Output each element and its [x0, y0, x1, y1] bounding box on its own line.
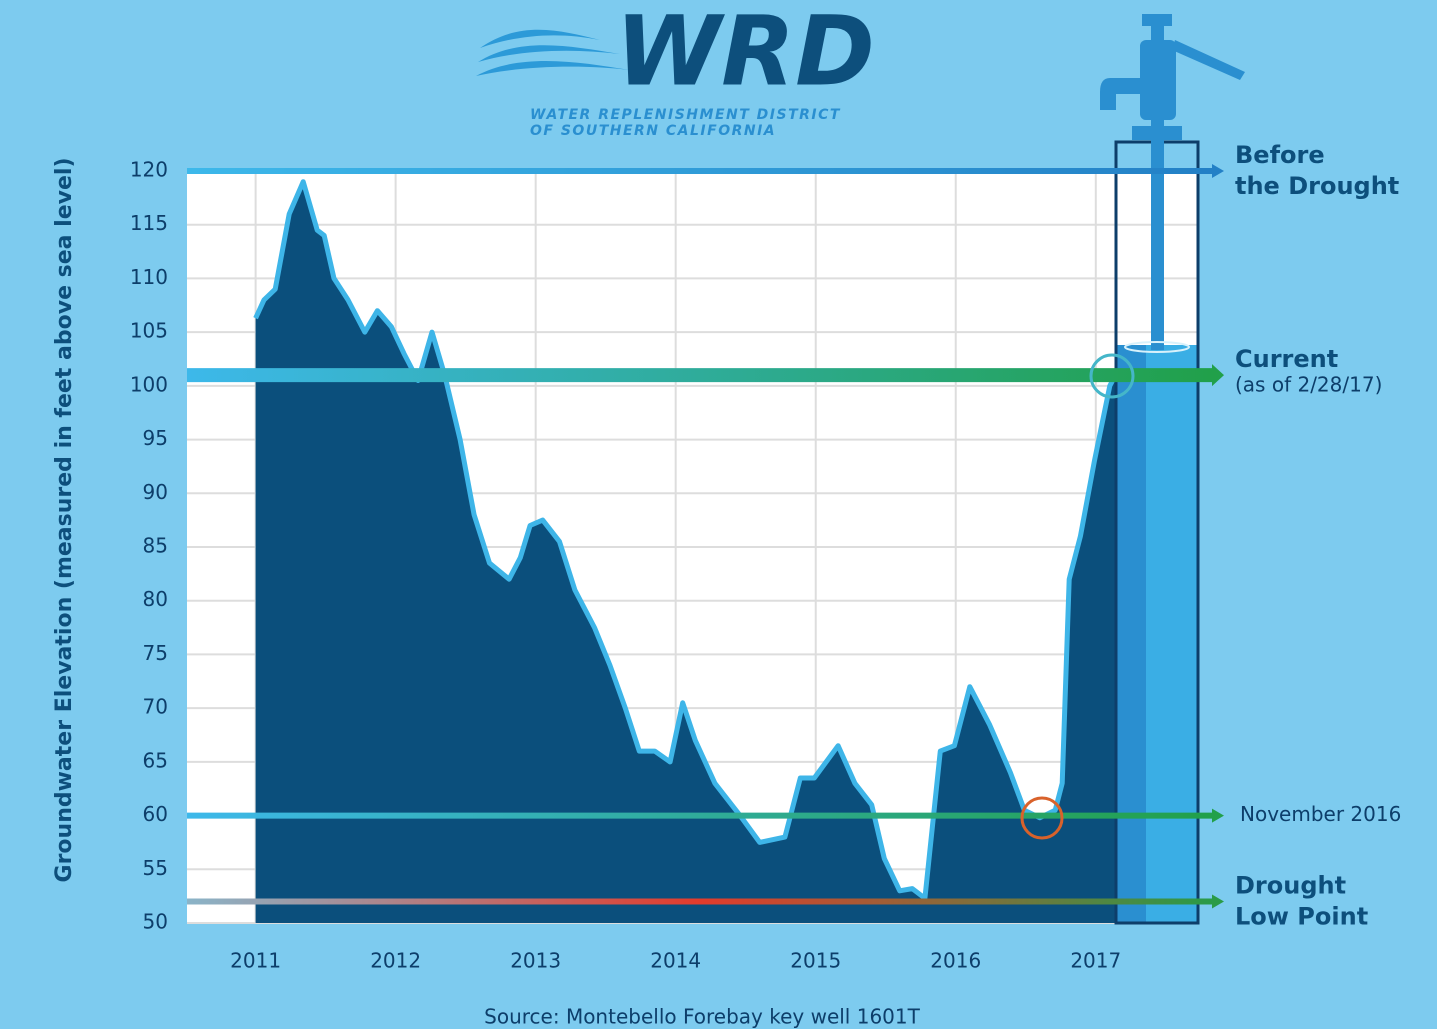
reference-note: (as of 2/28/17) — [1235, 373, 1382, 397]
reference-note: November 2016 — [1240, 802, 1401, 826]
logo-line: OF SOUTHERN CALIFORNIA — [530, 123, 776, 139]
x-tick-label: 2013 — [510, 949, 561, 973]
y-tick-label: 85 — [143, 534, 168, 558]
reference-arrow — [1212, 895, 1224, 909]
source-note: Source: Montebello Forebay key well 1601… — [484, 1005, 920, 1029]
reference-arrow — [1212, 364, 1224, 386]
y-tick-label: 115 — [130, 211, 168, 235]
logo-waves — [476, 30, 630, 76]
y-tick-label: 65 — [143, 748, 168, 772]
logo-mark: WRD — [615, 0, 875, 107]
well-water-shade — [1116, 345, 1146, 923]
reference-label: Drought — [1235, 872, 1346, 900]
well — [1100, 14, 1245, 923]
y-tick-label: 60 — [143, 802, 168, 826]
y-axis-label: Groundwater Elevation (measured in feet … — [52, 158, 77, 883]
reference-arrow — [1212, 164, 1224, 178]
y-tick-label: 110 — [130, 265, 168, 289]
pump-base — [1132, 126, 1182, 140]
reference-arrow — [1212, 809, 1224, 823]
y-tick-label: 75 — [143, 641, 168, 665]
pump-body — [1140, 40, 1176, 120]
y-tick-label: 70 — [143, 695, 168, 719]
y-tick-label: 80 — [143, 587, 168, 611]
y-tick-label: 55 — [143, 856, 168, 880]
reference-label: Current — [1235, 345, 1338, 373]
pump-handle — [1172, 40, 1245, 80]
y-tick-label: 100 — [130, 372, 168, 396]
y-tick-label: 90 — [143, 480, 168, 504]
x-tick-label: 2011 — [230, 949, 281, 973]
reference-label: Before — [1235, 141, 1325, 169]
x-tick-label: 2012 — [370, 949, 421, 973]
y-tick-label: 120 — [130, 158, 168, 182]
x-tick-label: 2016 — [930, 949, 981, 973]
logo-line: WATER REPLENISHMENT DISTRICT — [530, 107, 841, 123]
x-tick-label: 2015 — [790, 949, 841, 973]
y-tick-label: 50 — [143, 910, 168, 934]
pump-cap — [1142, 14, 1172, 26]
y-tick-label: 95 — [143, 426, 168, 450]
logo: WRD WATER REPLENISHMENT DISTRICT OF SOUT… — [476, 0, 875, 139]
y-tick-label: 105 — [130, 319, 168, 343]
reference-label: the Drought — [1235, 172, 1399, 200]
x-tick-label: 2017 — [1070, 949, 1121, 973]
pump-spout — [1100, 78, 1142, 110]
chart: WRD WATER REPLENISHMENT DISTRICT OF SOUT… — [0, 0, 1437, 1029]
reference-label: Low Point — [1235, 903, 1368, 931]
x-tick-label: 2014 — [650, 949, 701, 973]
